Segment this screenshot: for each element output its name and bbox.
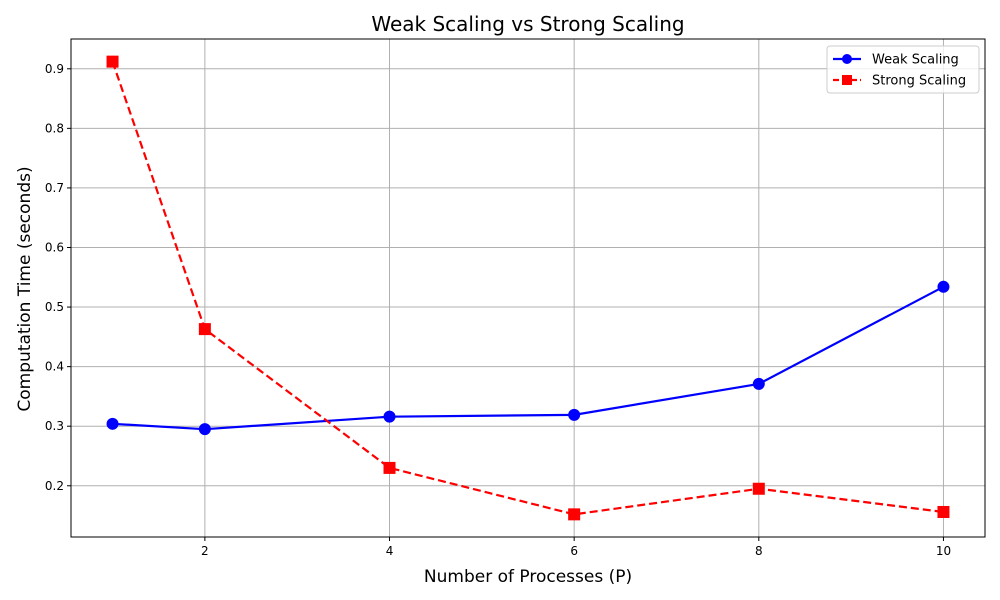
chart-title: Weak Scaling vs Strong Scaling [371,12,684,36]
y-axis-title: Computation Time (seconds) [15,166,35,411]
x-tick-label: 6 [570,544,578,558]
x-tick-label: 10 [936,544,951,558]
weak-scaling-line [112,285,944,431]
y-tick-label: 0.5 [45,300,64,314]
y-tick-label: 0.2 [45,479,64,493]
strong-scaling-point [752,482,765,495]
x-axis-title: Number of Processes (P) [424,567,632,587]
strong-scaling-point [198,323,211,336]
series-layer [106,55,950,521]
weak-scaling-point [937,280,950,293]
x-tick-label: 8 [755,544,763,558]
grid [71,39,985,537]
weak-scaling-series [106,280,950,436]
weak-scaling-point [198,423,211,436]
strong-scaling-line [111,61,944,516]
strong-scaling-point [937,505,950,518]
weak-scaling-point [106,417,119,430]
y-tick-label: 0.6 [45,240,64,254]
legend-weak-scaling-label: Weak Scaling [872,53,959,68]
weak-scaling-point [752,377,765,390]
legend-strong-scaling-label: Strong Scaling [872,74,966,89]
strong-scaling-series [106,55,950,521]
y-tick-label: 0.7 [45,181,64,195]
x-tick-label: 2 [201,544,209,558]
strong-scaling-point [106,55,119,68]
y-tick-label: 0.8 [45,121,64,135]
y-tick-label: 0.4 [45,360,64,374]
plot-frame [70,38,986,538]
axes: 2 4 6 8 10 0.2 0.3 0.4 0.5 0.6 0.7 0.8 0.9 [45,38,986,558]
strong-scaling-point [383,461,396,474]
legend-box [826,45,980,94]
weak-scaling-point [568,408,581,421]
legend-weak-scaling-marker [842,54,852,64]
strong-scaling-point [568,508,581,521]
y-tick-label: 0.9 [45,62,64,76]
x-tick-label: 4 [386,544,394,558]
y-tick-label: 0.3 [45,419,64,433]
weak-scaling-point [383,410,396,423]
legend: Weak Scaling Strong Scaling [826,45,980,94]
legend-strong-scaling-marker [842,75,852,85]
